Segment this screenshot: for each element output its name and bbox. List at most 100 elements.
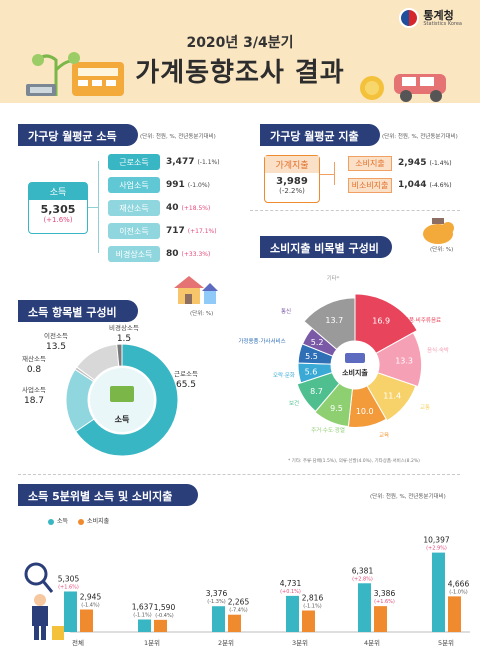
consumption-comp-unit: (단위: %) — [430, 247, 454, 253]
x-tick-label: 2분위 — [218, 639, 234, 647]
businessman-illustration — [24, 562, 64, 640]
org-name-en: Statistics Korea — [423, 20, 462, 27]
bar-value-label: 2,945 — [80, 593, 102, 602]
consumption-pie-value-label: 13.7 — [325, 316, 343, 325]
legend-label: 소비지출 — [87, 518, 110, 525]
income-pie-value-label: 1.5 — [117, 334, 131, 344]
income-bar — [64, 591, 77, 632]
bar-change-label: (+1.6%) — [374, 599, 395, 605]
section-divider — [18, 474, 460, 475]
bar-value-label: 3,376 — [206, 589, 228, 598]
consumption-bar — [80, 609, 93, 632]
bar-change-label: (-1.4%) — [81, 603, 99, 609]
consumption-pie-value-label: 5.6 — [305, 367, 318, 376]
bar-value-label: 2,816 — [302, 593, 324, 602]
page-title: 가계동향조사 결과 — [135, 58, 345, 88]
income-pie-value-label: 65.5 — [176, 380, 196, 390]
expenditure-item-row: 비소비지출 1,044 (-4.6%) — [348, 177, 460, 193]
x-tick-label: 3분위 — [292, 639, 308, 647]
consumption-pie-category-label: 주거·수도·광열 — [311, 426, 345, 434]
income-item-change: (+18.5%) — [181, 204, 211, 212]
money-calculator-illustration — [26, 52, 124, 96]
bar-change-label: (-1.0%) — [449, 589, 467, 595]
bar-value-label: 2,265 — [228, 598, 250, 607]
consumption-bar — [302, 610, 315, 632]
cart-icon — [345, 353, 365, 363]
consumption-pie-value-label: 8.7 — [310, 387, 323, 396]
expenditure-total-box: 가계지출 3,989 (-2.2%) — [264, 155, 320, 203]
income-total-label: 소득 — [29, 183, 87, 200]
consumption-pie-slice — [375, 331, 423, 388]
bar-value-label: 1,590 — [154, 603, 176, 612]
consumption-pie-category-label: 통신 — [281, 307, 291, 315]
income-total-box: 소득 5,305 (+1.6%) — [28, 182, 88, 234]
consumption-pie-value-label: 13.3 — [395, 357, 413, 366]
consumption-pie-value-label: 5.2 — [311, 338, 324, 347]
consumption-pie-slice — [347, 385, 387, 428]
bar-value-label: 4,731 — [280, 579, 302, 588]
income-bar — [138, 619, 151, 632]
consumption-pie-value-label: 10.0 — [356, 407, 374, 416]
income-item-row: 근로소득 3,477 (-1.1%) — [108, 153, 232, 171]
expenditure-tree-line — [334, 162, 335, 185]
expenditure-item-value: 2,945 — [398, 158, 427, 168]
money-icon — [110, 386, 134, 402]
consumption-bar — [154, 619, 167, 632]
expenditure-unit: (단위: 천원, %, 전년동분기대비) — [382, 134, 458, 140]
consumption-pie-category-label: 교통 — [420, 404, 430, 411]
x-tick-label: 전체 — [72, 638, 84, 647]
income-pie-category-label: 비경상소득 — [109, 323, 139, 332]
income-total-value: 5,305 — [40, 203, 76, 216]
consumption-pie-slice — [354, 293, 418, 355]
consumption-pie-category-label: 식료품·비주류음료 — [399, 316, 441, 324]
income-tree-line — [98, 161, 99, 253]
consumption-comp-heading: 소비지출 비목별 구성비 — [260, 236, 392, 258]
income-item-label: 근로소득 — [108, 154, 160, 170]
expenditure-tree-stem — [320, 174, 334, 175]
expenditure-item-row: 소비지출 2,945 (-1.4%) — [348, 155, 460, 171]
quintile-heading: 소득 5분위별 소득 및 소비지출 — [18, 484, 198, 506]
income-pie-slice — [74, 343, 179, 457]
income-pie-value-label: 18.7 — [24, 396, 44, 406]
consumption-pie-slice — [366, 372, 417, 422]
income-total-change: (+1.6%) — [43, 216, 73, 224]
bar-value-label: 3,386 — [374, 589, 396, 598]
income-heading: 가구당 월평균 소득 — [18, 124, 138, 146]
quintile-legend: 소득 소비지출 — [48, 516, 109, 525]
bar-value-label: 4,666 — [448, 579, 470, 588]
income-pie-category-label: 이전소득 — [44, 331, 68, 340]
bar-change-label: (-7.4%) — [229, 608, 247, 614]
expenditure-heading: 가구당 월평균 지출 — [260, 124, 380, 146]
consumption-pie-value-label: 5.5 — [305, 352, 318, 361]
income-item-change: (-1.0%) — [187, 181, 210, 189]
income-tree-stem — [88, 207, 98, 208]
consumption-pie-slice — [314, 382, 353, 428]
income-item-label: 재산소득 — [108, 200, 160, 216]
consumption-pie-category-label: 보건 — [289, 400, 299, 407]
income-item-value: 3,477 — [166, 157, 195, 167]
consumption-bar — [448, 596, 461, 632]
income-item-change: (+33.3%) — [181, 250, 211, 258]
income-pie-value-label: 13.5 — [46, 342, 66, 352]
bar-change-label: (-1.3%) — [207, 599, 225, 605]
consumption-pie-category-label: 오락·문화 — [273, 371, 295, 379]
consumption-pie-slice — [296, 371, 341, 413]
income-item-value: 80 — [166, 249, 179, 259]
consumption-pie-slice — [303, 297, 356, 351]
income-item-value: 717 — [166, 226, 185, 236]
bar-change-label: (+2.9%) — [426, 546, 447, 552]
income-item-row: 재산소득 40 (+18.5%) — [108, 199, 232, 217]
quintile-unit: (단위: 천원, %, 전년동분기대비) — [370, 494, 446, 500]
income-item-label: 사업소득 — [108, 177, 160, 193]
income-item-value: 40 — [166, 203, 179, 213]
page-subtitle: 2020년 3/4분기 — [186, 35, 294, 51]
consumption-pie-category-label: 기타* — [327, 274, 340, 282]
income-bar — [358, 583, 371, 632]
consumption-bar — [228, 614, 241, 632]
income-pie-value-label: 0.8 — [27, 365, 42, 375]
income-pie-category-label: 재산소득 — [22, 354, 46, 363]
income-bar — [286, 595, 299, 632]
consumption-pie-value-label: 9.5 — [330, 404, 343, 413]
bar-value-label: 6,381 — [352, 566, 374, 575]
income-item-change: (+17.1%) — [187, 227, 217, 235]
